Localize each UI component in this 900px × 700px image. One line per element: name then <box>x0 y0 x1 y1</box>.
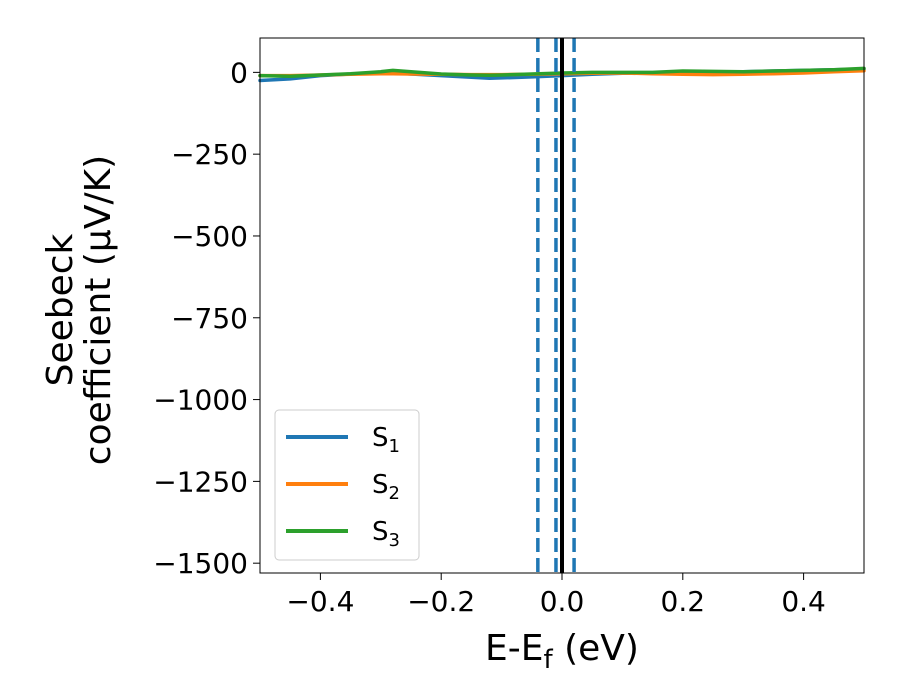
legend-label-s1: S1 <box>372 423 400 457</box>
x-axis-label-subscript: f <box>544 645 554 675</box>
x-axis-label-main: E-E <box>485 628 543 669</box>
y-axis-label: Seebeck coefficient (μV/K) <box>40 155 119 465</box>
x-tick-label: 0.0 <box>540 585 585 618</box>
legend-label-s3: S3 <box>372 517 400 551</box>
y-tick-label: −1250 <box>153 465 248 498</box>
x-tick-label: 0.2 <box>661 585 706 618</box>
y-tick-label: 0 <box>230 56 248 89</box>
x-tick-label: −0.2 <box>407 585 475 618</box>
y-tick-label: −750 <box>171 302 248 335</box>
x-tick-label: −0.4 <box>286 585 354 618</box>
legend-label-s2: S2 <box>372 470 400 504</box>
x-axis-label: E-Ef (eV) <box>485 628 639 675</box>
y-axis-label-line2: coefficient (μV/K) <box>78 155 119 465</box>
series-line-s3 <box>258 66 866 79</box>
legend-items: S1 S2 S3 <box>286 423 400 551</box>
legend: S1 S2 S3 <box>274 409 420 561</box>
x-axis-ticks: −0.4 −0.2 0.0 0.2 0.4 <box>286 573 826 618</box>
y-tick-label: −1500 <box>153 547 248 580</box>
y-tick-label: −250 <box>171 138 248 171</box>
vertical-markers <box>536 38 576 573</box>
series-group <box>258 66 866 83</box>
x-axis-label-unit: (eV) <box>553 628 639 669</box>
y-tick-label: −500 <box>171 220 248 253</box>
y-axis-ticks: 0 −250 −500 −750 −1000 −1250 −1500 <box>153 56 260 580</box>
x-tick-label: 0.4 <box>781 585 826 618</box>
y-axis-label-line1: Seebeck <box>40 233 81 386</box>
y-tick-label: −1000 <box>153 384 248 417</box>
